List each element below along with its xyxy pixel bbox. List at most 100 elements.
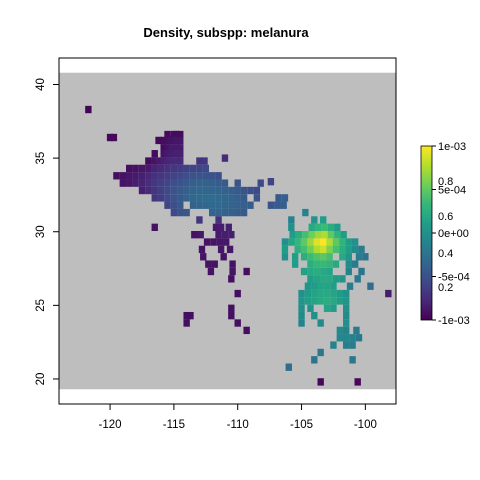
heatmap-cell xyxy=(332,275,340,283)
heatmap-cell xyxy=(208,194,216,202)
heatmap-cell xyxy=(207,267,215,276)
heatmap-cell xyxy=(183,172,190,180)
heatmap-cell xyxy=(313,260,321,268)
heatmap-cell xyxy=(170,172,178,180)
heatmap-cell xyxy=(298,289,305,298)
heatmap-cell xyxy=(145,179,152,187)
heatmap-cell xyxy=(183,319,190,327)
heatmap-cell xyxy=(240,208,248,217)
heatmap-cell xyxy=(321,231,328,239)
heatmap-cell xyxy=(183,194,190,202)
heatmap-cell xyxy=(323,289,331,298)
heatmap-cell xyxy=(253,186,261,195)
heatmap-cell xyxy=(240,186,248,195)
heatmap-cell xyxy=(307,253,314,261)
heatmap-cell xyxy=(295,231,303,239)
heatmap-cell xyxy=(113,172,120,180)
heatmap-cell xyxy=(183,186,190,195)
heatmap-cell xyxy=(132,164,139,173)
heatmap-cell xyxy=(298,304,305,312)
heatmap-cell xyxy=(355,253,363,261)
heatmap-cell xyxy=(339,253,346,261)
heatmap-cell xyxy=(164,164,171,173)
heatmap-cell xyxy=(145,164,152,173)
heatmap-cell xyxy=(215,216,222,224)
heatmap-cell xyxy=(281,253,289,261)
heatmap-cell xyxy=(151,150,158,158)
heatmap-cell xyxy=(221,186,229,195)
heatmap-cell xyxy=(228,275,235,283)
heatmap-cell xyxy=(234,201,241,209)
heatmap-cell xyxy=(343,341,350,349)
heatmap-cell xyxy=(208,172,216,180)
heatmap-cell xyxy=(191,231,198,239)
heatmap-cell xyxy=(311,356,318,364)
heatmap-cell xyxy=(138,179,146,187)
heatmap-cell xyxy=(323,297,331,305)
heatmap-cell xyxy=(385,289,392,298)
heatmap-cell xyxy=(317,378,324,386)
heatmap-cell xyxy=(345,238,352,246)
heatmap-cell xyxy=(307,267,314,276)
heatmap-cell xyxy=(177,208,184,217)
heatmap-cell xyxy=(183,179,190,187)
heatmap-cell xyxy=(215,231,222,239)
heatmap-cell xyxy=(168,150,175,158)
heatmap-cell xyxy=(170,164,178,173)
heatmap-cell xyxy=(145,157,152,165)
heatmap-cell xyxy=(170,201,178,209)
heatmap-cell xyxy=(138,164,146,173)
heatmap-cell xyxy=(353,326,360,335)
heatmap-cell xyxy=(164,186,171,195)
heatmap-cell xyxy=(228,194,235,202)
heatmap-cell xyxy=(173,144,180,152)
heatmap-cell xyxy=(323,304,331,312)
heatmap-cell xyxy=(177,186,184,195)
heatmap-cell xyxy=(336,297,344,305)
heatmap-cell xyxy=(281,238,289,246)
heatmap-cell xyxy=(288,216,295,224)
heatmap-cell xyxy=(164,157,171,165)
heatmap-cell xyxy=(317,348,324,357)
heatmap-cell xyxy=(126,172,133,180)
heatmap-cell xyxy=(234,186,241,195)
heatmap-cell xyxy=(326,275,333,283)
heatmap-cell xyxy=(189,164,197,173)
heatmap-cell xyxy=(160,144,167,152)
heatmap-cell xyxy=(228,201,235,209)
heatmap-cell xyxy=(177,136,184,145)
heatmap-cell xyxy=(314,231,322,239)
heatmap-cell xyxy=(126,164,133,173)
heatmap-cell xyxy=(168,136,175,145)
heatmap-cell xyxy=(308,231,315,239)
heatmap-cell xyxy=(201,157,208,165)
heatmap-cell xyxy=(300,253,308,261)
heatmap-cell xyxy=(288,238,295,246)
heatmap-cell xyxy=(314,223,322,231)
heatmap-cell xyxy=(160,150,167,158)
heatmap-cell xyxy=(343,304,350,312)
heatmap-cell xyxy=(307,275,314,283)
heatmap-cell xyxy=(332,238,340,246)
heatmap-cell xyxy=(228,311,235,320)
heatmap-cell xyxy=(189,201,197,209)
heatmap-cell xyxy=(168,157,175,165)
heatmap-cell xyxy=(151,164,158,173)
heatmap-cell xyxy=(317,289,324,298)
heatmap-cell xyxy=(345,253,352,261)
heatmap-cell xyxy=(330,282,337,290)
heatmap-cell xyxy=(294,238,301,246)
heatmap-cell xyxy=(313,275,321,283)
heatmap-cell xyxy=(208,186,216,195)
colorbar-label-left: 0.6 xyxy=(438,211,453,223)
x-tick-label: -115 xyxy=(163,419,185,431)
heatmap-cell xyxy=(298,297,305,305)
heatmap-cell xyxy=(280,201,287,209)
heatmap-cell xyxy=(132,179,139,187)
heatmap-cell xyxy=(164,150,171,158)
heatmap-cell xyxy=(229,260,236,268)
heatmap-cell xyxy=(332,260,340,268)
colorbar-label-right: 1e-03 xyxy=(438,141,466,153)
heatmap-cell xyxy=(334,231,341,239)
